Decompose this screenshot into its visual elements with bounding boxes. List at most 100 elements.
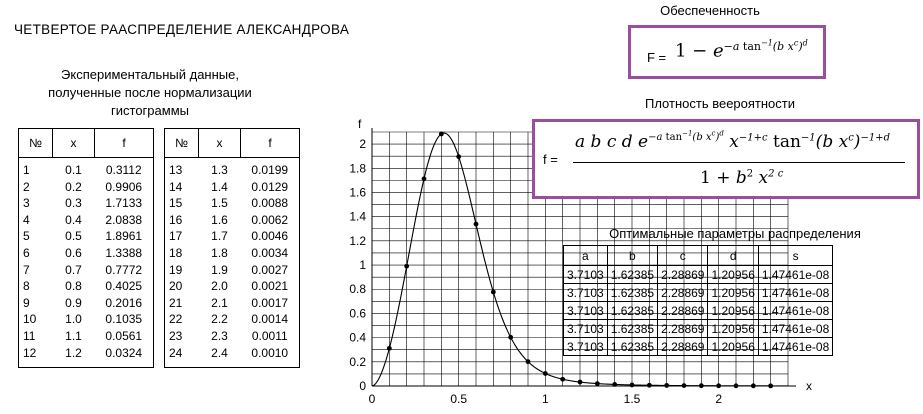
data-point [456, 154, 462, 160]
cell-x: 0.4 [65, 212, 82, 227]
table-row: 22 2.2 0.0014 [165, 311, 300, 328]
cell-n: 21 [169, 295, 183, 310]
table-row: 5 0.5 1.8961 [19, 228, 154, 245]
param-cell: 3.7103 [563, 283, 608, 302]
cell-f: 0.0027 [251, 262, 289, 277]
table-row: 23 2.3 0.0011 [165, 328, 300, 345]
cell-x: 2.3 [211, 328, 228, 343]
y-tick-label: 1.6 [349, 185, 366, 199]
cell-f: 0.0324 [105, 345, 143, 360]
cell-x: 0.6 [65, 245, 82, 260]
cell-f: 0.0088 [251, 196, 289, 211]
y-tick-label: 1.8 [349, 161, 366, 175]
y-tick-label: 0.6 [349, 306, 366, 320]
cell-f: 0.0062 [251, 212, 289, 227]
x-tick-label: 0 [369, 392, 376, 406]
pdf-numerator: a b c d e−a tan−1(b xc)d x−1+c tan−1(b x… [575, 130, 890, 152]
param-cell: 1.47461e-08 [757, 319, 834, 338]
cell-x: 1.6 [211, 212, 228, 227]
cell-n: 24 [169, 345, 183, 360]
param-header-b: b [606, 245, 659, 266]
cell-n: 17 [169, 229, 183, 244]
cdf-label: Обеспеченность [660, 3, 760, 18]
col-header-n: № [18, 128, 53, 158]
table-row: 20 2.0 0.0021 [165, 278, 300, 295]
param-header-d: d [707, 245, 759, 266]
param-cell: 3.7103 [563, 337, 608, 356]
param-cell: 2.28869 [657, 283, 709, 302]
data-point [404, 263, 410, 269]
cell-n: 12 [23, 345, 37, 360]
param-header-c: c [657, 245, 709, 266]
data-point [733, 383, 739, 389]
param-cell: 3.7103 [563, 265, 608, 284]
data-point [646, 382, 652, 388]
cell-x: 0.3 [65, 196, 82, 211]
y-tick-label: 0.4 [349, 331, 366, 345]
table-row: 12 1.2 0.0324 [19, 345, 154, 368]
cell-n: 7 [23, 262, 30, 277]
histogram-table-left: № x f 1 0.1 0.3112 2 0.2 0.9906 3 0.3 1.7133 4 0.4… [18, 128, 154, 368]
params-label: Оптимальные параметры распределения [609, 226, 861, 241]
table-row: 3.7103 1.62385 2.28869 1.20956 1.47461e-08 [563, 337, 834, 356]
param-cell: 2.28869 [657, 265, 709, 284]
cell-f: 1.7133 [105, 196, 143, 211]
param-header-s: s [757, 245, 834, 266]
cell-n: 20 [169, 279, 183, 294]
data-point [750, 383, 756, 389]
x-tick-label: 0.5 [450, 392, 467, 406]
cell-n: 6 [23, 245, 30, 260]
cell-f: 0.0017 [251, 295, 289, 310]
cell-f: 0.0014 [251, 312, 289, 327]
cell-n: 2 [23, 179, 30, 194]
param-cell: 3.7103 [563, 301, 608, 320]
cell-x: 1.2 [65, 345, 82, 360]
cell-x: 0.7 [65, 262, 82, 277]
cell-x: 1.7 [211, 229, 228, 244]
col-header-f: f [94, 128, 154, 158]
table-row: 18 1.8 0.0034 [165, 245, 300, 262]
y-tick-label: 0 [359, 379, 366, 393]
cdf-lhs: F = [647, 50, 667, 65]
cell-x: 0.1 [65, 163, 82, 177]
param-cell: 2.28869 [657, 301, 709, 320]
param-cell: 1.47461e-08 [757, 301, 834, 320]
caption-line: полученные после нормализации [48, 85, 252, 100]
param-cell: 1.20956 [707, 265, 759, 284]
x-tick-label: 2 [715, 392, 722, 406]
caption-line: гистограммы [111, 103, 189, 118]
cell-f: 0.3112 [105, 163, 142, 177]
table-row: 16 1.6 0.0062 [165, 212, 300, 229]
data-point [716, 383, 722, 389]
cell-x: 1.9 [211, 262, 228, 277]
pdf-label: Плотность веероятности [644, 96, 796, 111]
y-tick-label: 2 [359, 137, 366, 151]
fraction-bar [573, 162, 905, 163]
cell-x: 1.4 [211, 179, 228, 194]
cell-f: 0.1035 [105, 312, 143, 327]
col-header-x: x [198, 128, 241, 158]
cell-n: 15 [169, 196, 183, 211]
param-cell: 1.20956 [707, 337, 759, 356]
cell-n: 23 [169, 328, 183, 343]
cell-n: 19 [169, 262, 183, 277]
table-row: 3 0.3 1.7133 [19, 195, 154, 212]
col-header-f: f [240, 128, 300, 158]
cell-n: 22 [169, 312, 183, 327]
data-point [577, 379, 583, 385]
cell-f: 0.0010 [251, 345, 289, 360]
data-point [473, 221, 479, 227]
y-tick-label: 0.8 [349, 282, 366, 296]
cdf-formula-box: F = 1 − e−a tan−1(b xc)d [628, 25, 826, 79]
cell-f: 0.0199 [251, 163, 289, 177]
data-point [525, 359, 531, 365]
table-row: 1 0.1 0.3112 [19, 158, 154, 179]
table-row: 17 1.7 0.0046 [165, 228, 300, 245]
cell-f: 2.0838 [105, 212, 143, 227]
cell-f: 0.2016 [105, 295, 143, 310]
param-cell: 1.20956 [707, 319, 759, 338]
cell-x: 2.0 [211, 279, 228, 294]
cell-x: 1.3 [211, 163, 228, 177]
page-title: ЧЕТВЕРТОЕ РААСПРЕДЕЛЕНИЕ АЛЕКСАНДРОВА [14, 22, 350, 37]
